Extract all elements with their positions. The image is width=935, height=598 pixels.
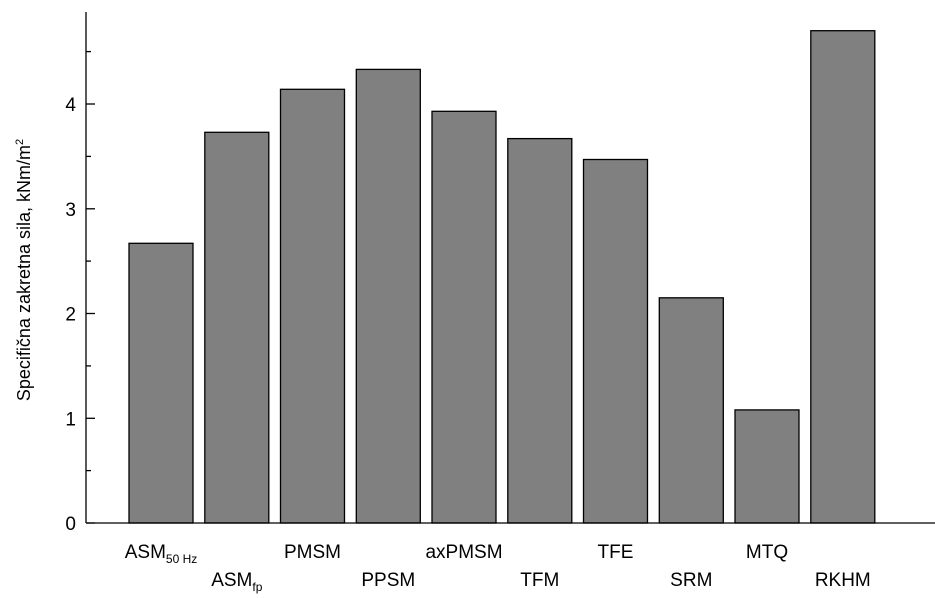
x-tick-label-main: MTQ	[746, 542, 788, 563]
x-tick-label-main: TFE	[598, 542, 634, 563]
y-axis-label: Specifična zakretna sila, kNm/m2	[14, 139, 34, 401]
bar-1	[128, 242, 194, 524]
y-tick-label: 4	[65, 95, 76, 116]
bar-5	[431, 110, 497, 524]
x-tick-label-main: RKHM	[815, 570, 871, 591]
x-tick-label-5: axPMSM	[425, 542, 502, 563]
x-tick-label-1: ASM50 Hz	[125, 542, 198, 566]
bar-4	[355, 68, 421, 524]
bar-7	[582, 158, 649, 524]
y-axis-label-main: Specifična zakretna sila, kNm/m	[14, 145, 34, 401]
x-tick-label-6: TFM	[520, 570, 559, 591]
x-tick-label-subscript: 50 Hz	[166, 552, 197, 566]
y-tick-label: 3	[65, 200, 76, 221]
bar-8	[658, 297, 724, 524]
bar-3	[279, 88, 346, 524]
bar-6	[507, 137, 573, 524]
x-tick-label-main: SRM	[670, 570, 712, 591]
x-tick-label-10: RKHM	[815, 570, 871, 591]
x-tick-label-main: axPMSM	[425, 542, 502, 563]
y-tick-label: 0	[65, 514, 76, 535]
bars-group	[128, 30, 876, 524]
x-tick-label-main: ASM	[211, 570, 252, 591]
y-tick-label: 2	[65, 305, 76, 326]
bar-9	[734, 409, 800, 524]
x-labels-group: ASM50 HzASMfpPMSMPPSMaxPMSMTFMTFESRMMTQR…	[125, 542, 871, 594]
x-tick-label-main: PMSM	[284, 542, 341, 563]
x-tick-label-3: PMSM	[284, 542, 341, 563]
x-tick-label-8: SRM	[670, 570, 712, 591]
x-tick-label-main: PPSM	[361, 570, 415, 591]
bar-2	[204, 131, 270, 524]
y-ticks-group: 0 1 2 3 4	[65, 50, 95, 535]
x-tick-label-subscript: fp	[252, 580, 262, 594]
x-tick-label-9: MTQ	[746, 542, 788, 563]
x-tick-label-main: TFM	[520, 570, 559, 591]
x-tick-label-4: PPSM	[361, 570, 415, 591]
y-tick-label: 1	[65, 409, 76, 430]
y-axis-label-superscript: 2	[14, 139, 26, 145]
x-tick-label-7: TFE	[598, 542, 634, 563]
x-tick-label-2: ASMfp	[211, 570, 263, 594]
axes-group	[85, 12, 935, 524]
bar-10	[810, 30, 876, 524]
x-tick-label-main: ASM	[125, 542, 166, 563]
